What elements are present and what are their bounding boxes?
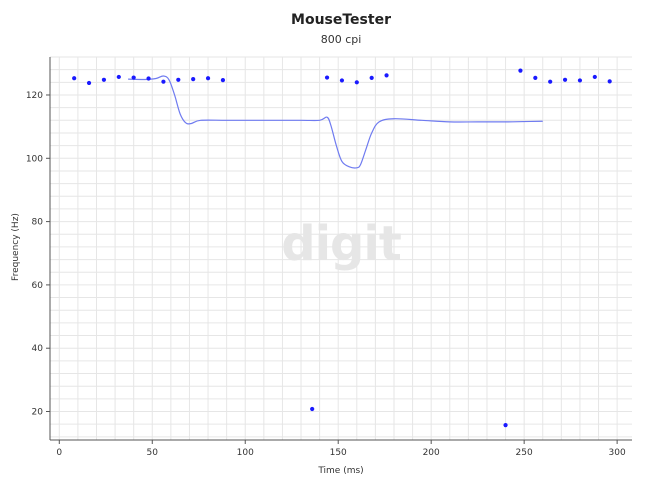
plot-area: digit 0 50 100 150 200 250 300 20 40 60 80 100 120 xyxy=(26,56,632,458)
data-point xyxy=(310,406,315,412)
data-point xyxy=(146,76,151,81)
x-tick-label: 150 xyxy=(330,448,347,458)
data-point xyxy=(324,75,330,80)
data-point xyxy=(101,77,107,82)
x-tick-label: 50 xyxy=(147,448,159,458)
data-point xyxy=(592,74,597,80)
x-tick-label: 200 xyxy=(423,448,440,458)
data-point xyxy=(562,77,568,82)
data-point xyxy=(205,76,211,81)
data-point xyxy=(384,73,389,78)
data-point xyxy=(131,75,136,80)
y-tick-label: 100 xyxy=(26,154,43,164)
y-tick-label: 60 xyxy=(32,281,44,291)
data-point xyxy=(354,80,359,85)
data-point xyxy=(116,74,121,80)
series-layer xyxy=(72,68,612,428)
y-tick-label: 80 xyxy=(32,218,44,228)
x-tick-label: 100 xyxy=(237,448,254,458)
data-point xyxy=(533,75,538,80)
data-point xyxy=(161,79,166,84)
data-point xyxy=(607,79,612,84)
data-point xyxy=(339,78,345,83)
x-tick-label: 0 xyxy=(56,448,62,458)
data-point xyxy=(220,78,226,83)
data-point xyxy=(518,68,523,73)
grid-layer xyxy=(50,56,632,440)
data-point xyxy=(191,77,196,82)
y-tick-label: 120 xyxy=(26,91,43,101)
y-tick-label: 20 xyxy=(32,408,44,418)
data-point xyxy=(548,79,553,84)
chart-title: MouseTester xyxy=(291,12,391,28)
y-axis-label: Frequency (Hz) xyxy=(11,213,21,281)
chart-subtitle: 800 cpi xyxy=(321,33,362,46)
y-tick-label: 40 xyxy=(32,344,44,354)
data-point xyxy=(577,78,583,83)
data-point xyxy=(86,80,92,86)
axis-layer: 0 50 100 150 200 250 300 20 40 60 80 100 120 xyxy=(26,57,632,458)
smoothed-frequency-line xyxy=(128,75,543,169)
x-tick-label: 250 xyxy=(516,448,533,458)
watermark-digit: digit xyxy=(281,216,401,272)
data-point xyxy=(369,75,374,80)
data-point xyxy=(503,423,508,428)
data-point xyxy=(176,77,181,82)
x-axis-label: Time (ms) xyxy=(317,466,363,476)
data-point xyxy=(72,76,77,81)
x-tick-label: 300 xyxy=(609,448,626,458)
